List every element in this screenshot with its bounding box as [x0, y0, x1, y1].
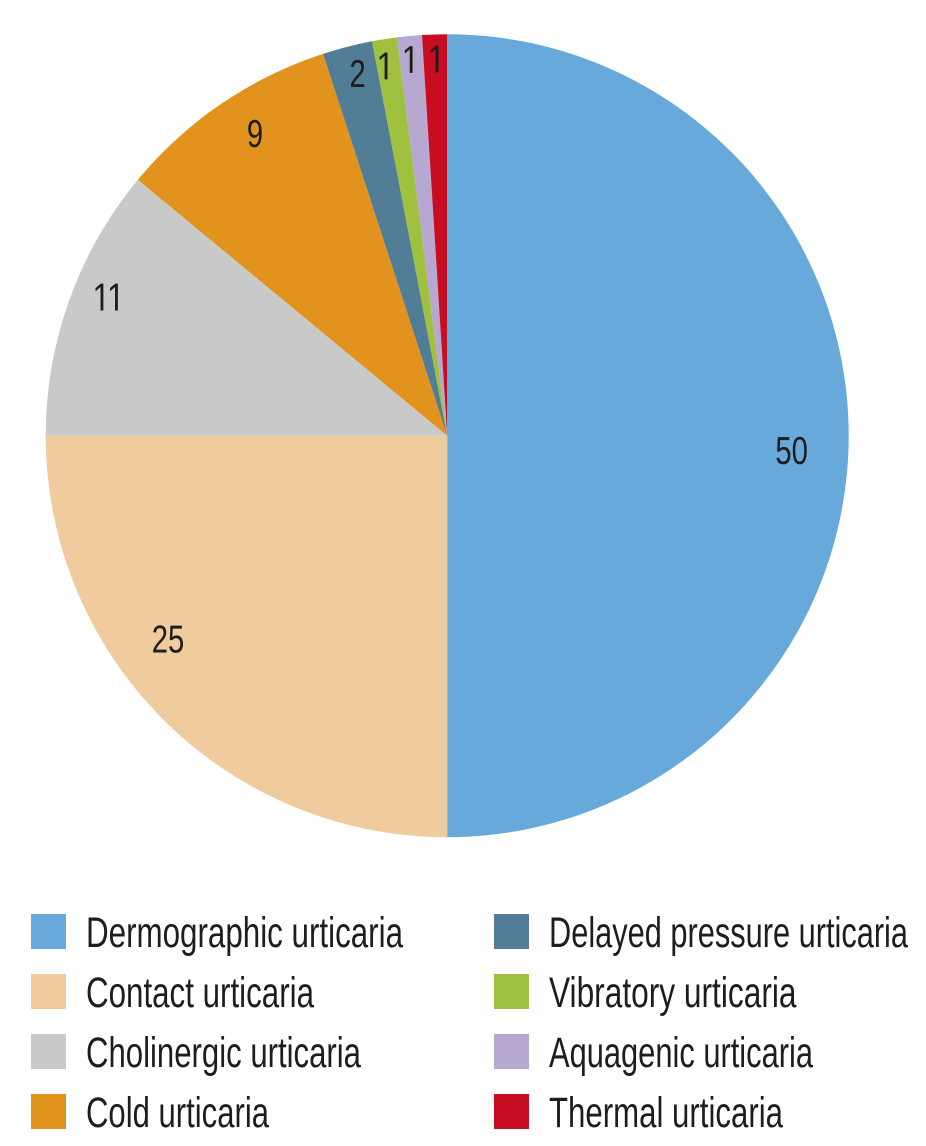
svg-text:2: 2 [349, 53, 365, 96]
svg-text:Cholinergic urticaria: Cholinergic urticaria [86, 1029, 361, 1077]
svg-text:Thermal urticaria: Thermal urticaria [549, 1089, 783, 1137]
svg-text:Vibratory urticaria: Vibratory urticaria [549, 969, 797, 1017]
svg-text:50: 50 [775, 430, 808, 473]
svg-text:Cold urticaria: Cold urticaria [86, 1089, 269, 1137]
svg-text:Aquagenic urticaria: Aquagenic urticaria [549, 1029, 813, 1077]
svg-text:9: 9 [247, 113, 263, 156]
svg-text:Contact urticaria: Contact urticaria [86, 969, 314, 1017]
svg-text:25: 25 [152, 618, 185, 661]
svg-text:Dermographic urticaria: Dermographic urticaria [86, 909, 403, 957]
svg-text:Delayed pressure urticaria: Delayed pressure urticaria [549, 909, 908, 957]
